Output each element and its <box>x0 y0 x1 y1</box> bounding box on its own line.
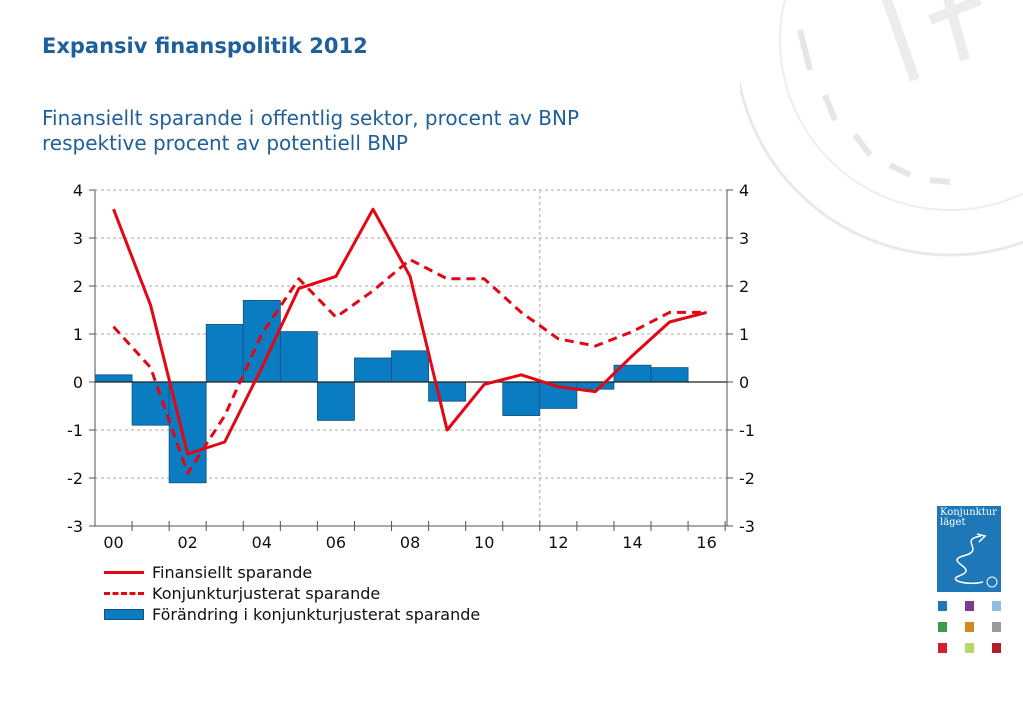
bar <box>317 381 355 421</box>
y-tick-label-left: -2 <box>67 469 83 488</box>
report-thumbnail[interactable] <box>964 621 975 633</box>
x-tick-label: 08 <box>400 533 420 552</box>
series-finansiellt <box>112 207 707 456</box>
x-tick-label: 10 <box>474 533 494 552</box>
chart-title-line-2: respektive procent av potentiell BNP <box>42 131 408 155</box>
bar <box>205 323 244 383</box>
x-tick-label: 04 <box>252 533 272 552</box>
grid-lines <box>95 189 727 527</box>
y-tick-label-left: 0 <box>73 373 83 392</box>
x-tick-label: 06 <box>326 533 346 552</box>
tick-labels: 4 43 32 21 10 0-1 -1-2 -2-3 -300 02 04 06 08 10 12 14 16 <box>67 181 755 552</box>
axes <box>89 189 733 531</box>
report-thumbnail[interactable] <box>937 621 948 633</box>
bar <box>94 374 133 383</box>
y-tick-label-left: 3 <box>73 229 83 248</box>
legend-swatch-solid <box>104 571 144 574</box>
legend-swatch-bar <box>104 609 144 620</box>
y-tick-label-right: 1 <box>739 325 749 344</box>
report-thumbnail[interactable] <box>964 642 975 654</box>
chart-title-line-1: Finansiellt sparande i offentlig sektor,… <box>42 106 580 130</box>
bar <box>279 331 318 383</box>
chart-title: Finansiellt sparande i offentlig sektor,… <box>42 106 742 156</box>
bar <box>391 350 430 383</box>
legend: Finansiellt sparande Konjunkturjusterat … <box>104 562 480 625</box>
report-thumbnail[interactable] <box>991 621 1002 633</box>
institute-seal-watermark <box>740 0 1023 257</box>
lines <box>112 207 707 475</box>
y-tick-label-left: -1 <box>67 421 83 440</box>
legend-label: Finansiellt sparande <box>152 563 313 582</box>
y-tick-label-right: -2 <box>739 469 755 488</box>
logo-text: Konjunktur läget <box>940 507 997 528</box>
x-tick-label: 00 <box>103 533 123 552</box>
series-konjunkturjusterat <box>112 258 707 475</box>
slide-title: Expansiv finanspolitik 2012 <box>42 34 368 58</box>
legend-label: Konjunkturjusterat sparande <box>152 584 381 603</box>
report-thumbnail[interactable] <box>991 642 1002 654</box>
legend-label: Förändring i konjunkturjusterat sparande <box>152 605 481 624</box>
report-thumbnail[interactable] <box>937 600 948 612</box>
bar <box>428 381 467 402</box>
y-tick-label-right: 3 <box>739 229 749 248</box>
bar <box>354 357 392 383</box>
y-tick-label-right: -3 <box>739 517 755 536</box>
y-tick-label-left: 1 <box>73 325 83 344</box>
report-thumbnail[interactable] <box>937 642 948 654</box>
y-tick-label-right: 0 <box>739 373 749 392</box>
y-tick-label-left: 4 <box>73 181 83 200</box>
y-tick-label-right: 4 <box>739 181 749 200</box>
x-tick-label: 14 <box>622 533 642 552</box>
x-tick-label: 12 <box>548 533 568 552</box>
bar <box>576 381 615 390</box>
y-tick-label-right: 2 <box>739 277 749 296</box>
logo-swirl-icon <box>954 533 998 588</box>
report-thumbnail[interactable] <box>991 600 1002 612</box>
bar <box>502 381 541 416</box>
y-tick-label-left: 2 <box>73 277 83 296</box>
bars-forandring <box>94 299 689 484</box>
x-tick-label: 16 <box>696 533 716 552</box>
y-tick-label-right: -1 <box>739 421 755 440</box>
bar <box>650 367 689 383</box>
y-tick-label-left: -3 <box>67 517 83 536</box>
legend-item-finansiellt: Finansiellt sparande <box>104 562 480 583</box>
legend-swatch-dashed <box>104 592 144 595</box>
konjunkturlaget-logo: Konjunktur läget <box>937 506 1001 592</box>
legend-item-konjunkturjusterat: Konjunkturjusterat sparande <box>104 583 480 604</box>
legend-item-forandring: Förändring i konjunkturjusterat sparande <box>104 604 480 625</box>
x-tick-label: 02 <box>177 533 197 552</box>
report-thumbnail[interactable] <box>964 600 975 612</box>
